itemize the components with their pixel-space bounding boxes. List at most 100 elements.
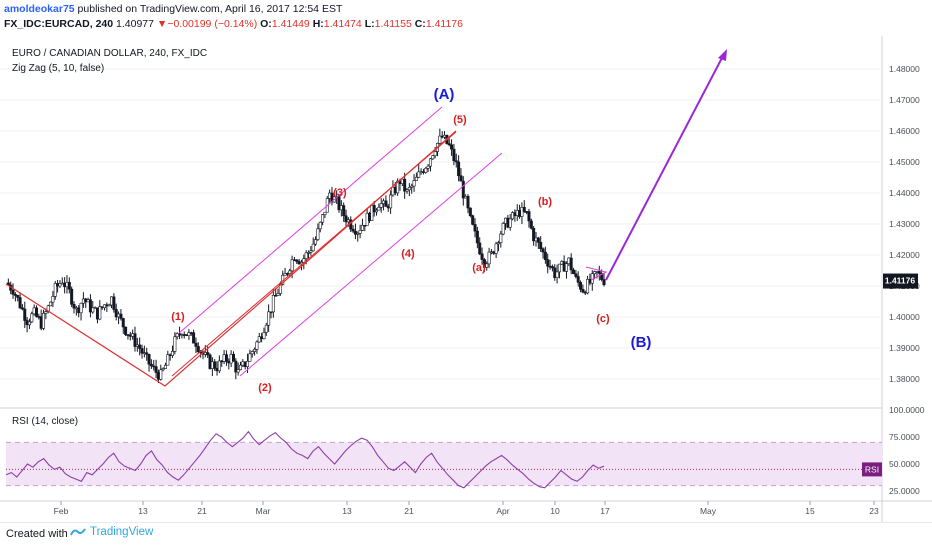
projection-arrow [605, 53, 725, 281]
rsi-tick-label: 100.0000 [889, 405, 925, 415]
wave-label: (B) [631, 334, 652, 351]
candle-body [581, 288, 585, 293]
candle-body [105, 304, 109, 307]
high-value: 1.41474 [323, 18, 362, 30]
candle-body [586, 278, 590, 294]
candle-body [149, 363, 153, 367]
candle-body [34, 307, 38, 317]
candle-body [557, 263, 561, 273]
candle-body [163, 364, 167, 369]
candle-body [386, 206, 390, 209]
candle-body [74, 307, 78, 310]
candle-body [131, 333, 135, 337]
candle-body [382, 200, 386, 204]
candle-body [288, 270, 292, 274]
candle-body [124, 326, 128, 335]
candle-body [196, 346, 200, 353]
candle-body [496, 242, 500, 245]
candle-body [405, 189, 409, 192]
candle-body [25, 320, 29, 326]
channel-lower-line [239, 152, 503, 377]
candle-body [489, 251, 493, 254]
candle-body [224, 354, 228, 362]
author-link[interactable]: amoldeokar75 [4, 3, 75, 15]
rsi-axis-ticks: 100.0000 75.0000 50.0000 25.0000 [889, 405, 925, 496]
candle-body [379, 203, 383, 208]
candle-body [13, 294, 17, 296]
candle-body [337, 196, 341, 211]
candle-body [410, 185, 414, 188]
price-tick-label: 1.43000 [889, 219, 920, 229]
candle-body [215, 368, 219, 372]
candle-body [553, 267, 557, 278]
candle-body [95, 307, 99, 320]
candle-body [525, 211, 529, 213]
candle-body [426, 165, 430, 169]
candle-body [447, 143, 451, 146]
price-tick-label: 1.44000 [889, 188, 920, 198]
wave-label: (a) [472, 262, 486, 274]
candle-body [166, 354, 170, 366]
candle-body [520, 206, 524, 217]
candle-body [63, 282, 67, 288]
last-price: 1.40977 [116, 18, 154, 30]
candle-body [264, 324, 268, 333]
candle-body [412, 180, 416, 187]
candle-body [583, 291, 587, 294]
candle-body [246, 360, 250, 367]
price-tick-label: 1.40000 [889, 312, 920, 322]
candle-body [431, 155, 435, 160]
candle-body [501, 223, 505, 235]
candle-body [433, 151, 437, 156]
created-with-text: Created with [6, 528, 68, 540]
candle-body [461, 180, 465, 199]
wave-label: (5) [453, 114, 467, 126]
candle-body [391, 186, 395, 196]
candle-body [518, 210, 522, 217]
candle-body [353, 230, 357, 235]
candle-body [222, 354, 226, 362]
candle-body [529, 220, 533, 229]
price-tick-label: 1.46000 [889, 126, 920, 136]
candle-body [419, 171, 423, 173]
candle-body [39, 316, 43, 329]
candle-body [269, 311, 273, 314]
candle-body [527, 211, 531, 222]
candle-body [475, 230, 479, 244]
candle-body [466, 196, 470, 209]
candle-body [20, 307, 24, 310]
candle-body [417, 171, 421, 178]
time-tick-label: 21 [197, 506, 207, 516]
triangle-marker [585, 266, 608, 281]
time-tick-label: Mar [256, 506, 271, 516]
candle-body [536, 237, 540, 243]
indicator-legend: Zig Zag (5, 10, false) [12, 63, 104, 74]
candle-body [156, 372, 160, 380]
candle-body [98, 306, 102, 320]
candle-body [206, 352, 210, 356]
candle-body [346, 219, 350, 223]
candle-body [250, 351, 254, 355]
close-label: C: [414, 18, 426, 30]
chart-canvas[interactable]: 1.48000 1.47000 1.46000 1.45000 1.44000 1.430… [0, 36, 932, 522]
time-tick-label: 17 [600, 506, 610, 516]
wave-label: (c) [596, 313, 610, 325]
time-tick-label: Apr [496, 506, 509, 516]
candle-body [555, 271, 559, 278]
candle-body [468, 207, 472, 217]
candle-body [142, 352, 146, 355]
candle-body [600, 273, 604, 280]
candle-body [546, 259, 550, 267]
elliott-overlays [5, 49, 727, 387]
candle-body [234, 360, 238, 373]
candle-body [342, 205, 346, 217]
candle-body [473, 224, 477, 232]
tradingview-brand[interactable]: TradingView [70, 526, 153, 538]
candle-body [217, 360, 221, 372]
zigzag-line [5, 130, 457, 387]
candle-body [393, 186, 397, 194]
candle-body [32, 307, 36, 315]
candle-body [574, 273, 578, 277]
candle-body [428, 158, 432, 167]
candle-body [464, 196, 468, 199]
